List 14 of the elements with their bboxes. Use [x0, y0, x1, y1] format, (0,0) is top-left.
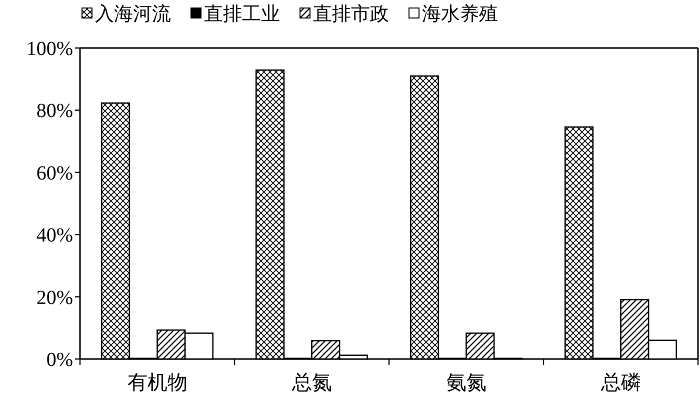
y-tick-label: 0%	[46, 349, 73, 371]
y-tick-label: 20%	[36, 286, 73, 309]
x-tick-label: 氨氮	[446, 372, 486, 394]
x-tick-label: 总磷	[600, 372, 641, 394]
x-tick-label: 有机物	[127, 372, 188, 394]
y-tick-label: 40%	[36, 224, 73, 247]
y-tick-label: 100%	[26, 38, 73, 60]
legend-label: 直排工业	[204, 4, 280, 25]
legend-label: 入海河流	[95, 3, 171, 25]
legend-label: 海水养殖	[422, 3, 498, 25]
y-tick-label: 60%	[36, 162, 73, 184]
x-tick-label: 总氮	[290, 372, 332, 394]
legend-label: 直排市政	[313, 3, 389, 25]
y-tick-label: 80%	[36, 100, 73, 122]
